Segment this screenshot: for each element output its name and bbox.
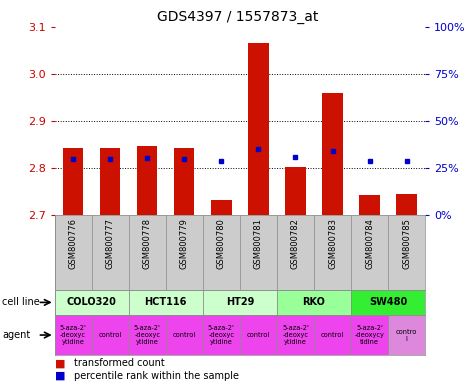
Text: HCT116: HCT116: [144, 297, 187, 308]
Text: COLO320: COLO320: [66, 297, 117, 308]
Bar: [92, 315, 129, 355]
Bar: [203, 315, 240, 355]
Bar: [388, 315, 425, 355]
Text: HT29: HT29: [226, 297, 254, 308]
Text: GSM800785: GSM800785: [402, 218, 411, 269]
Bar: [351, 290, 425, 315]
Text: GDS4397 / 1557873_at: GDS4397 / 1557873_at: [157, 10, 318, 23]
Text: ■: ■: [55, 358, 65, 368]
Text: control: control: [99, 332, 122, 338]
Bar: [248, 43, 268, 215]
Bar: [240, 315, 277, 355]
Text: 5-aza-2'
-deoxyc
ytidine: 5-aza-2' -deoxyc ytidine: [282, 325, 309, 345]
Text: 5-aza-2'
-deoxyc
ytidine: 5-aza-2' -deoxyc ytidine: [208, 325, 235, 345]
Bar: [166, 315, 203, 355]
Bar: [397, 194, 417, 215]
Text: 5-aza-2'
-deoxycy
tidine: 5-aza-2' -deoxycy tidine: [355, 325, 384, 345]
Bar: [285, 167, 305, 215]
Bar: [314, 315, 351, 355]
Text: cell line: cell line: [2, 297, 40, 308]
Text: control: control: [321, 332, 344, 338]
Text: 5-aza-2'
-deoxyc
ytidine: 5-aza-2' -deoxyc ytidine: [60, 325, 86, 345]
Text: percentile rank within the sample: percentile rank within the sample: [74, 371, 238, 381]
Bar: [211, 200, 231, 215]
Text: GSM800782: GSM800782: [291, 218, 300, 269]
Bar: [129, 290, 203, 315]
Text: GSM800784: GSM800784: [365, 218, 374, 269]
Bar: [277, 290, 351, 315]
Text: 5-aza-2'
-deoxyc
ytidine: 5-aza-2' -deoxyc ytidine: [134, 325, 161, 345]
Bar: [55, 315, 92, 355]
Bar: [360, 195, 380, 215]
Bar: [63, 148, 83, 215]
Text: GSM800783: GSM800783: [328, 218, 337, 269]
Bar: [351, 315, 388, 355]
Bar: [277, 315, 314, 355]
Text: SW480: SW480: [369, 297, 407, 308]
Text: control: control: [247, 332, 270, 338]
Text: GSM800781: GSM800781: [254, 218, 263, 269]
Bar: [55, 290, 129, 315]
Bar: [100, 148, 120, 215]
Text: agent: agent: [2, 330, 30, 340]
Bar: [323, 93, 342, 215]
Text: RKO: RKO: [303, 297, 325, 308]
Bar: [174, 148, 194, 215]
Text: control: control: [173, 332, 196, 338]
Bar: [203, 290, 277, 315]
Text: GSM800779: GSM800779: [180, 218, 189, 269]
Bar: [137, 146, 157, 215]
Text: GSM800778: GSM800778: [143, 218, 152, 269]
Text: GSM800780: GSM800780: [217, 218, 226, 269]
Text: ■: ■: [55, 371, 65, 381]
Bar: [129, 315, 166, 355]
Text: transformed count: transformed count: [74, 358, 164, 368]
Text: contro
l: contro l: [396, 329, 418, 341]
Text: GSM800776: GSM800776: [69, 218, 77, 269]
Text: GSM800777: GSM800777: [106, 218, 114, 269]
